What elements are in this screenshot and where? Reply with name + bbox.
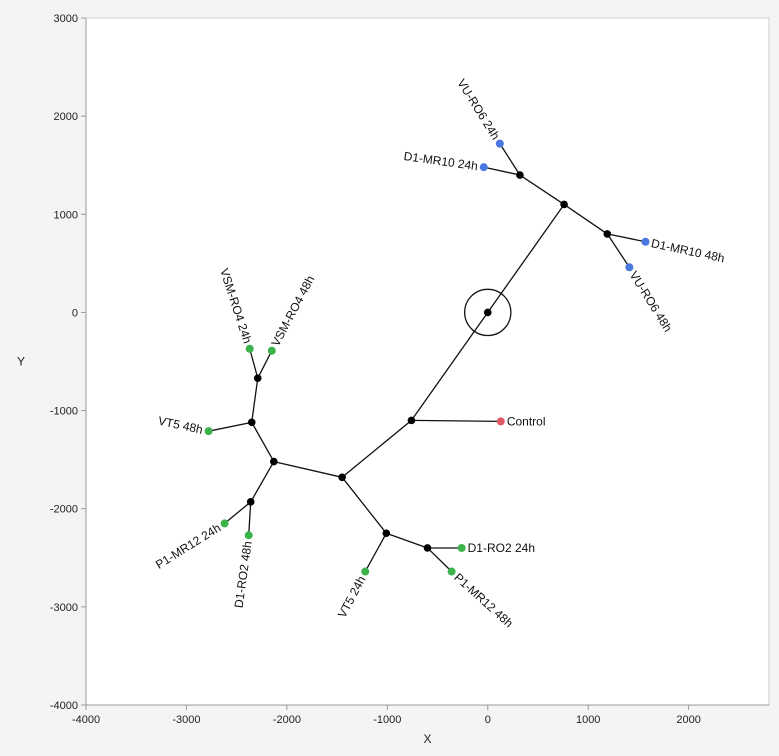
tree-edge xyxy=(386,532,428,549)
internal-node xyxy=(270,457,278,466)
x-tick-label: -3000 xyxy=(172,714,200,726)
leaf-node-vu_ro6_24h xyxy=(495,139,504,148)
y-tick-label: 2000 xyxy=(54,111,78,123)
leaf-label-d1_ro2_24h: D1-RO2 24h xyxy=(468,541,535,555)
tree-edge xyxy=(410,312,489,421)
tree-nodes xyxy=(204,139,650,576)
root-marker xyxy=(464,288,512,337)
x-axis-title: X xyxy=(423,732,431,746)
x-tick-label: 0 xyxy=(485,714,491,726)
leaf-node-d1_ro2_24h xyxy=(457,543,466,552)
x-tick-label: -4000 xyxy=(72,714,100,726)
tree-edge xyxy=(249,348,259,379)
tree-edge xyxy=(519,174,565,206)
tree-edge xyxy=(251,422,275,462)
x-tick-label: -1000 xyxy=(373,714,401,726)
tree-edge xyxy=(208,421,252,432)
tree-edge xyxy=(563,203,608,235)
internal-node xyxy=(407,416,416,425)
internal-node xyxy=(483,308,492,317)
plot-area xyxy=(85,17,770,706)
leaf-label-control: Control xyxy=(507,414,546,428)
leaf-node-p1_mr12_48h xyxy=(447,567,456,576)
y-tick-label: -3000 xyxy=(50,602,78,614)
x-tick-label: 2000 xyxy=(676,714,700,726)
leaf-node-d1_ro2_48h xyxy=(244,531,253,540)
tree-edge xyxy=(248,501,252,536)
tree-edge xyxy=(250,461,275,503)
leaf-node-d1_mr10_48h xyxy=(641,237,650,246)
tree-edges xyxy=(208,143,646,572)
tree-edge xyxy=(257,350,273,379)
y-tick-label: -1000 xyxy=(50,406,78,418)
internal-node xyxy=(516,171,524,179)
internal-node xyxy=(423,544,432,552)
tree-edge xyxy=(606,233,630,268)
internal-node xyxy=(603,230,612,238)
axes: -4000 -3000 -2000 -1000 0 1000 2000 3000 2000 100… xyxy=(50,13,769,726)
tree-edge xyxy=(224,501,252,524)
leaf-node-d1_mr10_24h xyxy=(479,163,488,172)
leaf-node-control xyxy=(496,417,505,426)
y-tick-label: -2000 xyxy=(50,504,78,516)
tree-edge xyxy=(364,532,387,572)
tree-edge xyxy=(273,460,343,478)
tree-edge xyxy=(499,143,521,176)
tree-edge xyxy=(341,476,387,534)
tree-edge xyxy=(341,419,412,478)
leaf-node-vt5_24h xyxy=(361,567,370,576)
tree-edge xyxy=(251,378,259,423)
tree-edge xyxy=(487,204,565,313)
internal-node xyxy=(247,418,256,427)
y-tick-label: 1000 xyxy=(54,209,78,221)
tree-edge xyxy=(411,419,501,423)
x-tick-label: 1000 xyxy=(576,714,600,726)
tree-edge xyxy=(427,547,453,572)
leaf-node-vu_ro6_48h xyxy=(625,263,634,272)
y-tick-label: 0 xyxy=(72,307,78,319)
leaf-node-vt5_48h xyxy=(204,427,213,436)
leaf-node-p1_mr12_24h xyxy=(220,519,229,528)
leaf-node-vsm_ro4_48h xyxy=(267,346,276,355)
tree-edge xyxy=(483,166,521,176)
internal-node xyxy=(560,200,568,209)
y-tick-label: 3000 xyxy=(54,13,78,25)
tree-edge xyxy=(607,233,646,243)
root-circle xyxy=(464,288,512,337)
x-tick-label: -2000 xyxy=(273,714,301,726)
internal-node xyxy=(338,473,346,482)
internal-node xyxy=(382,529,391,538)
internal-node xyxy=(253,374,262,382)
leaf-node-vsm_ro4_24h xyxy=(245,344,254,353)
y-tick-label: -4000 xyxy=(50,700,78,712)
internal-node xyxy=(246,498,255,506)
y-axis-title: Y xyxy=(17,355,25,369)
